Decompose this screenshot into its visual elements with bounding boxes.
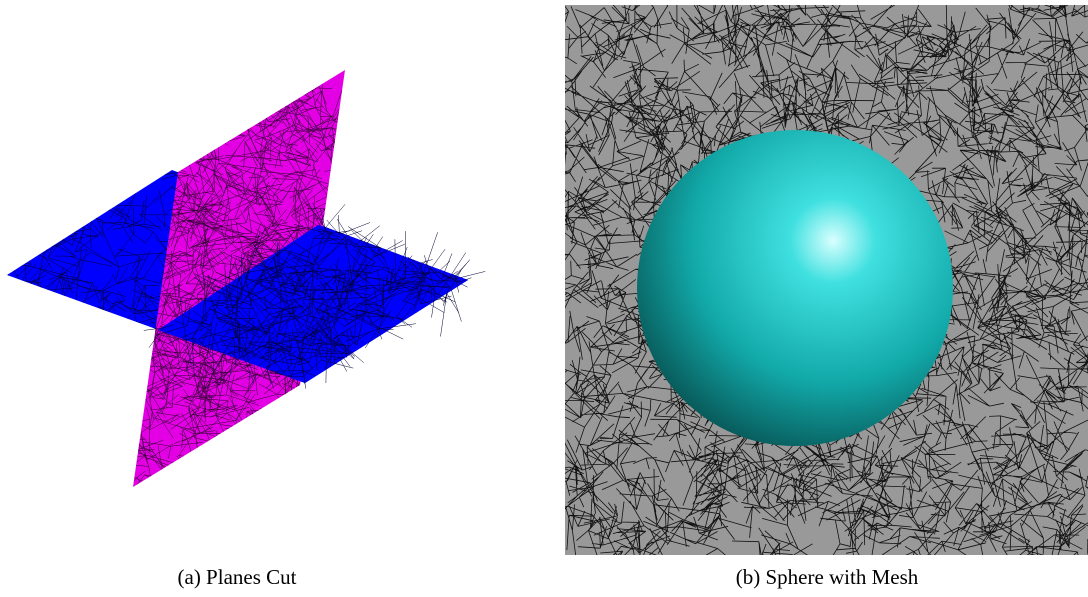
- page: (a) Planes Cut (b) Sphere with Mesh (() …: [0, 0, 1088, 597]
- caption-b: (b) Sphere with Mesh: [736, 565, 919, 589]
- sphere: [637, 130, 953, 446]
- caption-a: (a) Planes Cut: [178, 565, 297, 589]
- sphere-image: [538, 0, 1088, 587]
- planes-cut-image: [0, 50, 501, 516]
- figure: (a) Planes Cut (b) Sphere with Mesh: [0, 0, 1088, 597]
